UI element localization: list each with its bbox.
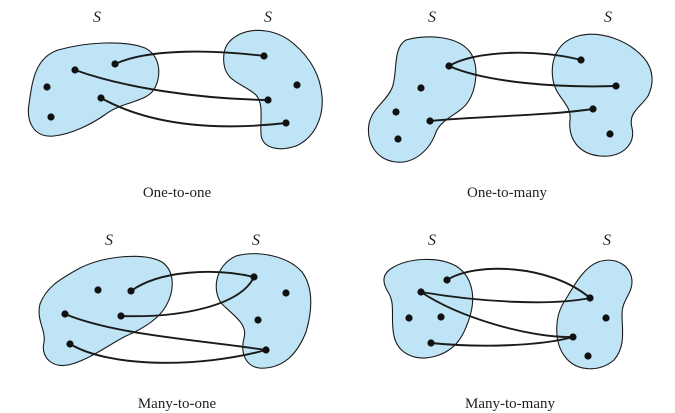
element-dot [437, 313, 445, 321]
panel-caption: Many-to-one [138, 396, 217, 412]
element-dot [589, 105, 597, 113]
element-dot [94, 286, 102, 294]
element-dot [254, 316, 262, 324]
mapping-edge [430, 336, 574, 347]
left-set-label: S [428, 9, 436, 26]
element-dot [577, 56, 585, 64]
mapping-edge [429, 108, 594, 122]
element-dot [117, 312, 125, 320]
element-dot [264, 96, 272, 104]
panel-many-to-many: S S Many-to-many [383, 232, 633, 412]
element-dot [443, 276, 451, 284]
mapping-edge [120, 276, 255, 318]
element-dot [584, 352, 592, 360]
element-dot [47, 113, 55, 121]
right-set-blob [215, 253, 312, 369]
element-dot [43, 83, 51, 91]
element-dot [282, 119, 290, 127]
panel-caption: One-to-one [143, 185, 212, 201]
element-dot [260, 52, 268, 60]
right-set-label: S [604, 9, 612, 26]
element-dot [71, 66, 79, 74]
element-dot [569, 333, 577, 341]
element-dot [61, 310, 69, 318]
element-dot [606, 130, 614, 138]
mapping-edge [64, 313, 267, 351]
element-dot [602, 314, 610, 322]
panel-many-to-one: S S Many-to-one [38, 232, 312, 412]
panel-caption: Many-to-many [465, 396, 555, 412]
left-set-blob [367, 36, 477, 163]
left-set-label: S [428, 232, 436, 249]
panel-one-to-many: S S One-to-many [367, 9, 653, 201]
left-set-label: S [105, 232, 113, 249]
mapping-edge [448, 65, 617, 88]
right-set-blob [556, 259, 633, 370]
mapping-edge [420, 291, 591, 304]
element-dot [262, 346, 270, 354]
panel-one-to-one: S S One-to-one [27, 9, 323, 201]
mapping-edge [74, 69, 269, 101]
mapping-edge [100, 97, 287, 128]
panel-caption: One-to-many [467, 185, 547, 201]
element-dot [445, 62, 453, 70]
element-dot [66, 340, 74, 348]
right-set-blob [551, 33, 653, 157]
right-set-label: S [603, 232, 611, 249]
element-dot [426, 117, 434, 125]
left-set-blob [383, 258, 474, 359]
element-dot [282, 289, 290, 297]
element-dot [612, 82, 620, 90]
mapping-edge [446, 267, 591, 299]
left-set-blob [27, 42, 160, 137]
element-dot [293, 81, 301, 89]
element-dot [427, 339, 435, 347]
left-set-blob [38, 255, 173, 366]
element-dot [127, 287, 135, 295]
element-dot [405, 314, 413, 322]
mapping-edge [420, 291, 574, 338]
right-set-blob [223, 29, 323, 150]
element-dot [392, 108, 400, 116]
mapping-edge [448, 51, 582, 67]
right-set-label: S [264, 9, 272, 26]
element-dot [250, 273, 258, 281]
element-dot [111, 60, 119, 68]
element-dot [417, 84, 425, 92]
mapping-edge [114, 50, 265, 65]
element-dot [586, 294, 594, 302]
mapping-edge [130, 271, 255, 292]
element-dot [394, 135, 402, 143]
right-set-label: S [252, 232, 260, 249]
mapping-edge [69, 343, 267, 364]
element-dot [417, 288, 425, 296]
left-set-label: S [93, 9, 101, 26]
element-dot [97, 94, 105, 102]
